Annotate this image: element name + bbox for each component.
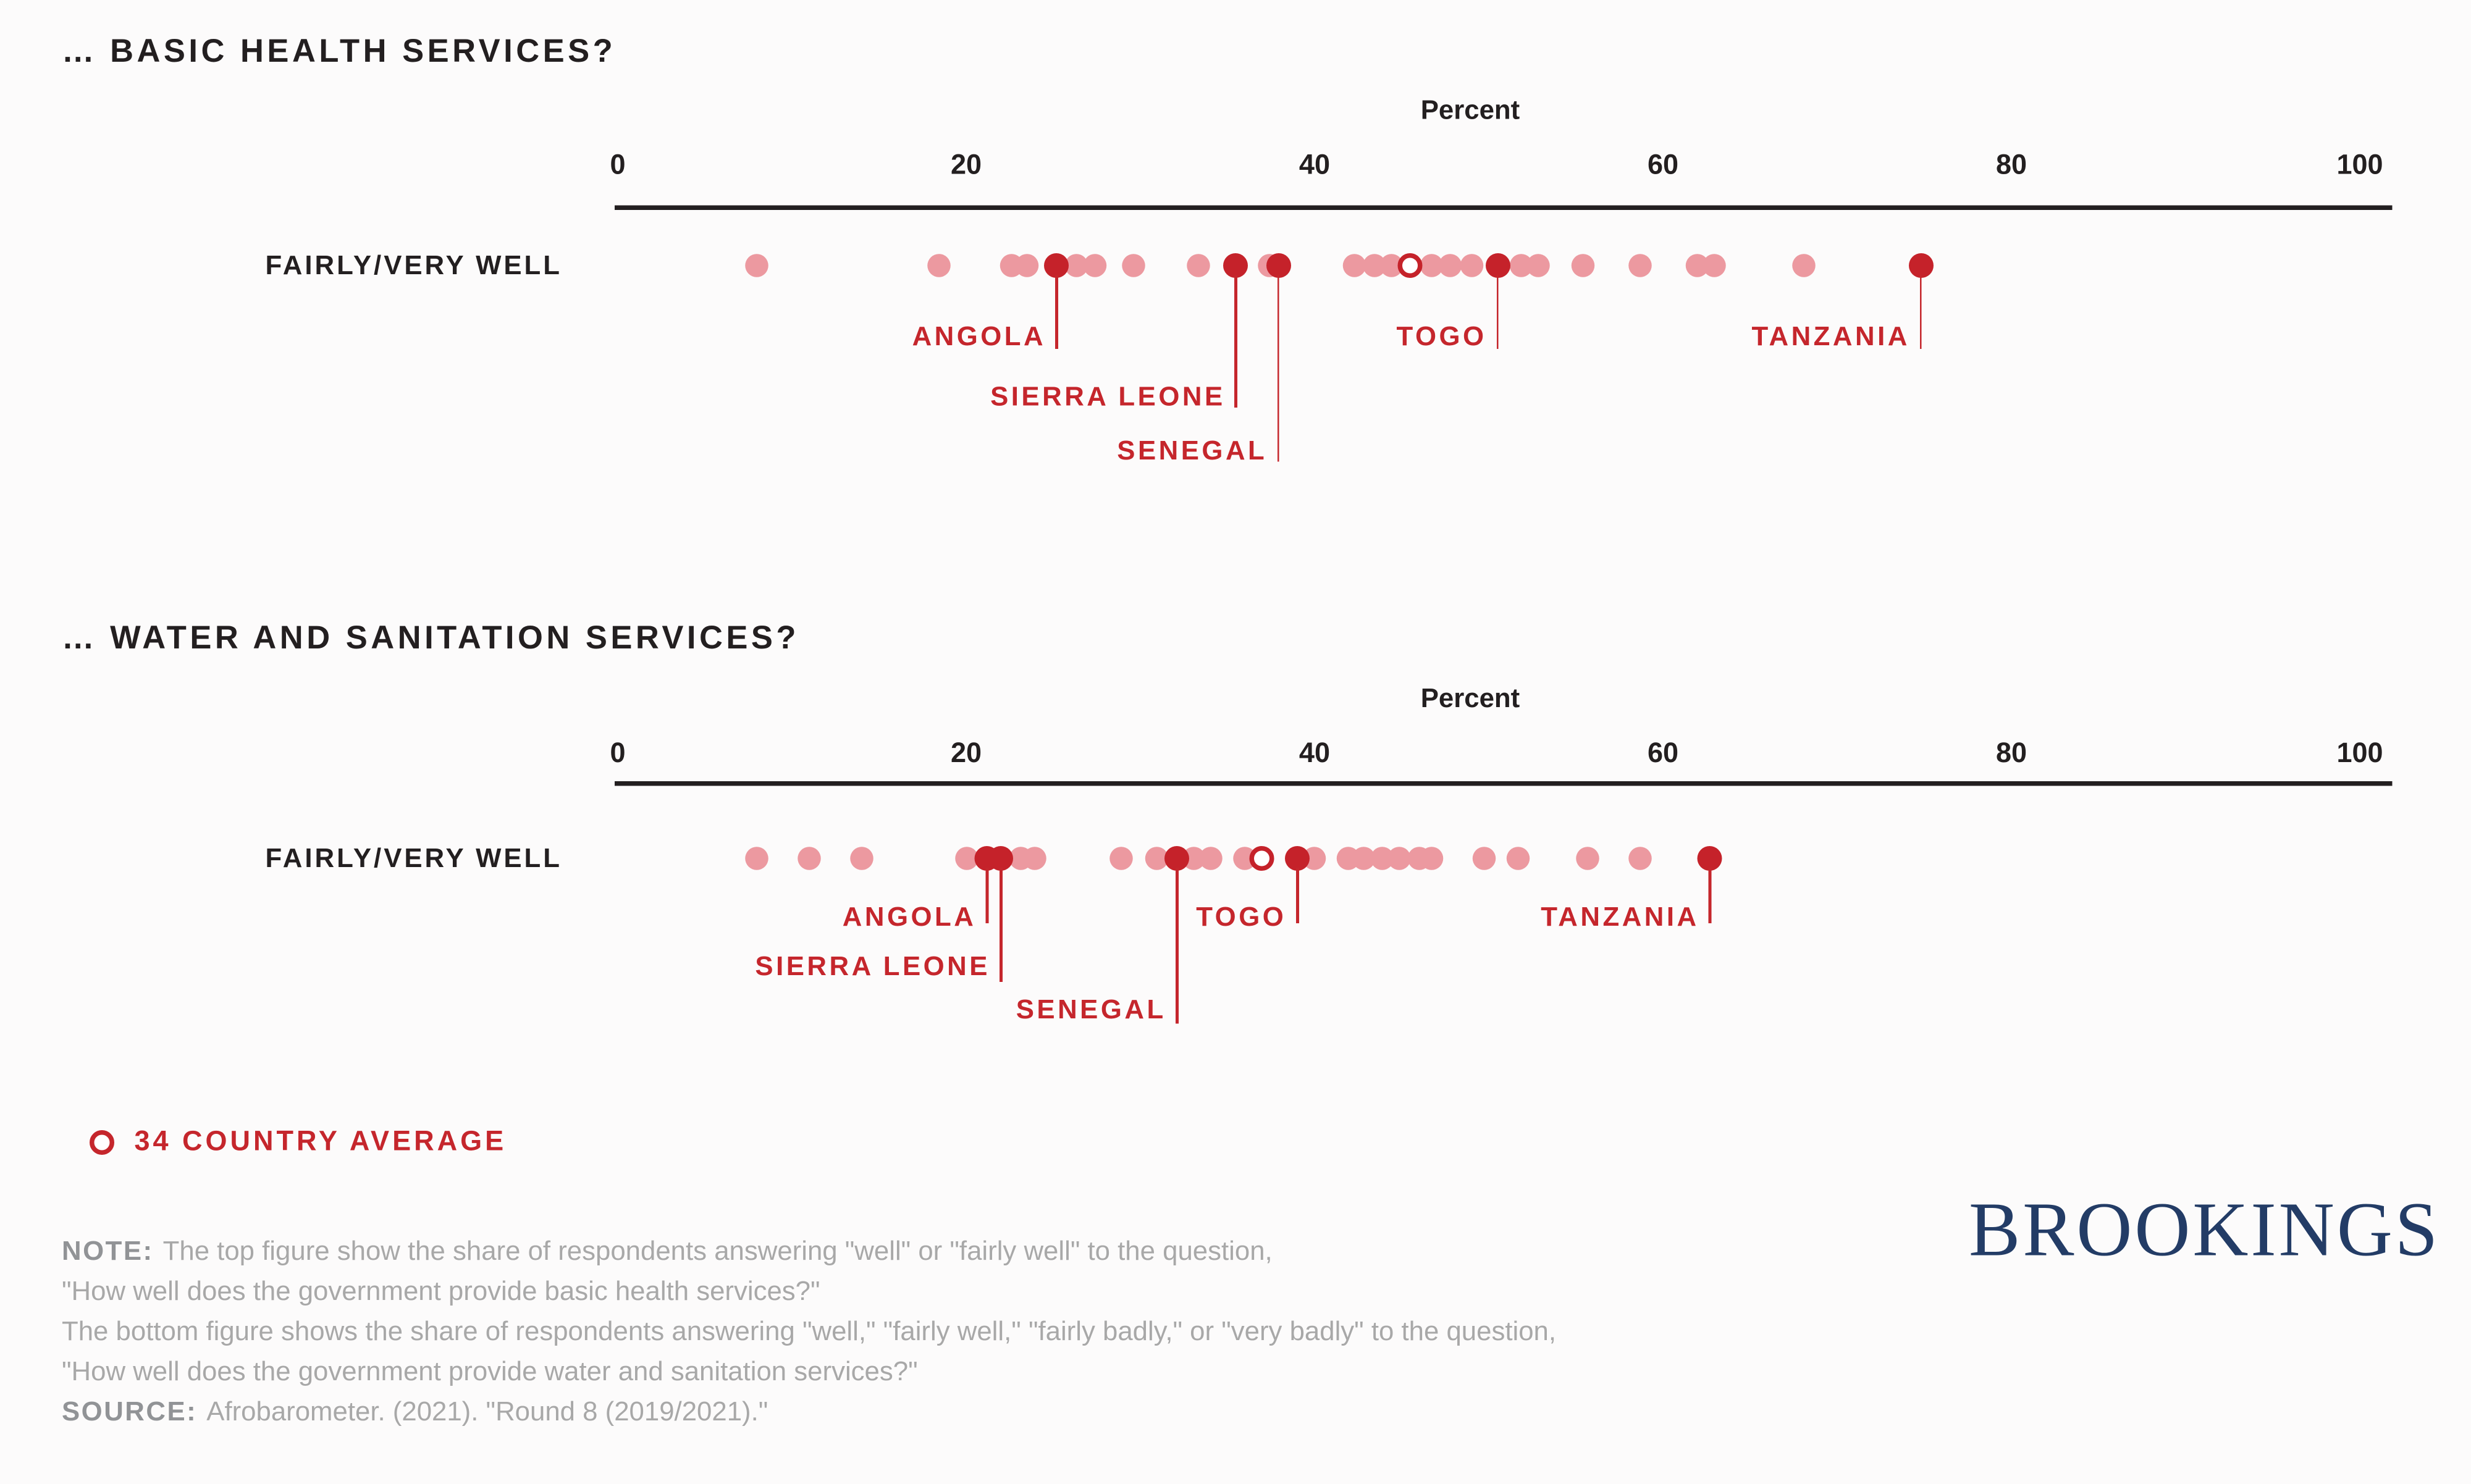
country-dot [1121,254,1145,277]
country-dot [1198,847,1222,870]
country-dot [798,847,821,870]
x-tick-label: 0 [610,737,626,768]
x-tick-label: 80 [1995,737,2027,768]
note-line: "How well does the government provide wa… [62,1356,918,1386]
label-leader-line [1176,868,1179,1024]
labeled-country-dot [1224,253,1249,278]
country-dot [745,847,769,870]
x-tick-label: 40 [1299,737,1331,768]
country-label: SENEGAL [1117,434,1268,466]
label-leader-line [1000,868,1003,982]
average-marker [1250,846,1275,871]
x-tick-label: 20 [950,149,982,180]
labeled-country-dot [1044,253,1069,278]
x-tick-label: 40 [1299,149,1331,180]
country-label: SIERRA LEONE [990,380,1226,412]
note-line: NOTE: The top figure show the share of re… [62,1235,1273,1266]
source-label: SOURCE: [62,1396,198,1427]
x-tick-label: 60 [1647,149,1679,180]
country-dot [1702,254,1725,277]
note-line: "How well does the government provide ba… [62,1275,820,1306]
axis-title-percent: Percent [1420,94,1520,125]
x-axis-line [615,205,2393,210]
country-dot [954,847,978,870]
note-line: The bottom figure shows the share of res… [62,1315,1557,1346]
country-dot [1571,254,1595,277]
axis-title-percent: Percent [1420,682,1520,713]
country-dot [1460,254,1483,277]
x-tick-label: 0 [610,149,626,180]
country-dot [1792,254,1816,277]
label-leader-line [985,868,988,923]
label-leader-line [1235,275,1238,408]
labeled-country-dot [1284,846,1310,871]
country-dot [1471,847,1496,870]
row-label-fairly-very-well: FAIRLY/VERY WELL [265,842,562,873]
country-dot [1083,254,1107,277]
country-dot [1015,254,1039,277]
country-dot [1144,847,1168,870]
x-tick-label: 80 [1995,149,2027,180]
labeled-country-dot [1265,253,1290,278]
labeled-country-dot [1164,846,1190,871]
labeled-country-dot [1485,253,1510,278]
country-dot [850,847,873,870]
labeled-country-dot [1908,253,1934,278]
open-circle-icon [90,1129,114,1154]
x-axis-line [615,781,2393,786]
country-label: SIERRA LEONE [755,950,990,981]
country-dot [1576,847,1600,870]
source-line: SOURCE: Afrobarometer. (2021). "Round 8 (… [62,1396,768,1427]
country-dot [1507,847,1530,870]
labeled-country-dot [1698,846,1723,871]
label-leader-line [1709,868,1712,923]
country-label: ANGOLA [912,320,1046,351]
labeled-country-dot [988,846,1014,871]
country-label: TOGO [1396,320,1487,351]
country-dot [1628,254,1652,277]
average-marker [1398,253,1423,278]
country-label: TANZANIA [1751,320,1910,351]
chart-title-basic-health: … BASIC HEALTH SERVICES? [62,34,617,70]
chart-title-water-sanitation: … WATER AND SANITATION SERVICES? [62,621,799,656]
x-tick-label: 60 [1647,737,1679,768]
legend-34-country-average: 34 COUNTRY AVERAGE [90,1126,507,1159]
row-label-fairly-very-well: FAIRLY/VERY WELL [265,249,562,280]
label-leader-line [1496,275,1499,349]
legend-label: 34 COUNTRY AVERAGE [134,1125,507,1157]
country-dot [927,254,950,277]
country-dot [1109,847,1133,870]
note-label: NOTE: [62,1235,154,1266]
x-tick-label: 100 [2336,737,2383,768]
x-tick-label: 20 [950,737,982,768]
country-label: TOGO [1196,900,1287,932]
country-dot [1186,254,1210,277]
country-label: SENEGAL [1016,993,1166,1025]
country-dot [1420,847,1443,870]
label-leader-line [1055,275,1058,349]
country-dot [1022,847,1046,870]
country-dot [745,254,769,277]
label-leader-line [1295,868,1299,923]
label-leader-line [1919,275,1922,349]
country-dot [1526,254,1549,277]
note-block: NOTE: The top figure show the share of re… [62,1231,1556,1432]
brookings-logo: BROOKINGS [1968,1186,2440,1272]
x-tick-label: 100 [2336,149,2383,180]
country-dot [1628,847,1652,870]
label-leader-line [1276,275,1279,462]
country-label: ANGOLA [842,900,977,932]
country-dot [1439,254,1462,277]
country-label: TANZANIA [1541,900,1699,932]
